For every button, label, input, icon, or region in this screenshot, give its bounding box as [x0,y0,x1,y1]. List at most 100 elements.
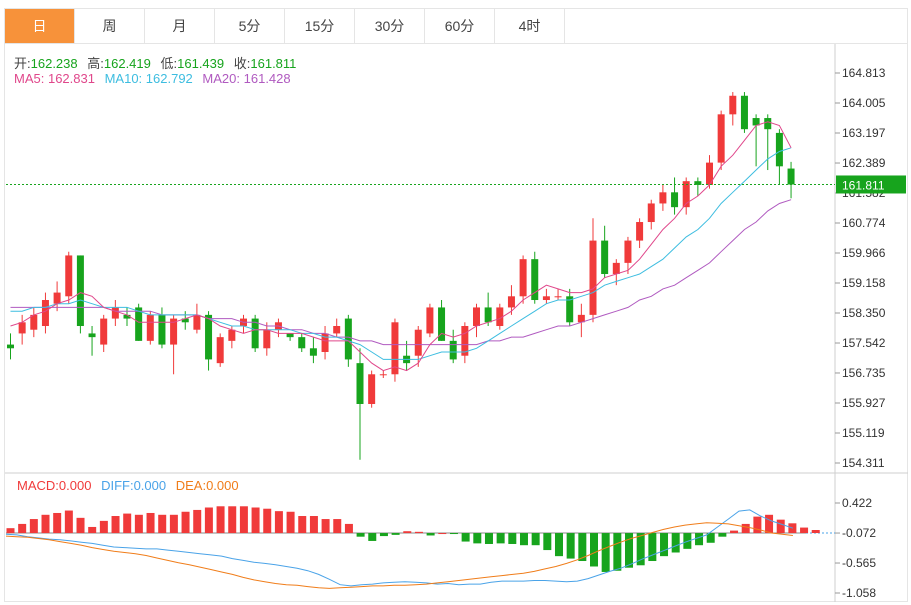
macd-histogram-bar [811,530,820,534]
macd-histogram-bar [251,507,260,534]
macd-histogram-bar [41,514,50,534]
candle-body [65,255,73,297]
macd-histogram-bar [18,523,27,534]
macd-histogram-bar [753,516,762,534]
macd-tick-label: -0.565 [842,556,876,570]
candle-body [7,344,14,349]
candle-body [41,300,49,327]
open-value: 162.238 [30,56,78,71]
high-label: 高:162.419 [87,56,151,71]
macd-histogram-bar [134,514,143,534]
tab-6[interactable]: 60分 [425,9,495,43]
price-tick-label: 154.311 [842,456,885,470]
candle-body [764,118,772,130]
ma20-info: MA20: 161.428 [202,71,291,86]
candle-body [88,333,96,338]
ma-info: MA5: 162.831 MA10: 162.792 MA20: 161.428 [14,71,297,86]
ohlc-info: 开:162.238 高:162.419 低:161.439 收:161.811 [14,53,302,72]
low-value: 161.439 [177,56,225,71]
candle-body [30,314,38,330]
candle-body [519,259,527,297]
macd-histogram-bar [414,531,423,534]
candle-body [76,255,84,327]
macd-histogram-bar [344,523,353,534]
macd-histogram-bar [239,506,248,534]
macd-histogram-bar [53,512,62,534]
macd-histogram-bar [99,520,108,534]
macd-histogram-bar [741,523,750,534]
macd-histogram-bar [671,533,680,553]
open-label: 开:162.238 [14,56,78,71]
candle-body [368,374,376,404]
macd-histogram-bar [76,517,85,534]
candle-body [438,307,446,341]
macd-tick-label: -1.058 [842,586,876,600]
macd-histogram-bar [578,533,587,562]
candle-body [333,326,341,334]
tab-7[interactable]: 4时 [495,9,565,43]
candle-body [111,307,119,319]
candle-body [216,337,224,364]
macd-histogram-bar [379,533,388,537]
macd-histogram-bar [484,533,493,544]
tab-2[interactable]: 月 [145,9,215,43]
price-tick-label: 163.197 [842,126,886,140]
macd-histogram-bar [566,533,575,559]
candle-body [356,363,364,404]
price-tick-label: 162.389 [842,156,886,170]
candle-body [694,181,702,185]
candle-body [671,192,679,208]
candle-body [414,329,422,356]
candle-body [589,240,597,315]
macd-histogram-bar [181,511,190,534]
candle-body [507,296,515,308]
tab-4[interactable]: 15分 [285,9,355,43]
macd-histogram-bar [473,533,482,544]
candle-body [729,95,737,115]
candle-body [577,314,585,323]
tab-1[interactable]: 周 [75,9,145,43]
macd-histogram-bar [193,509,202,534]
candle-body [379,374,387,376]
close-label: 收:161.811 [233,56,297,71]
candle-body [612,262,620,275]
macd-histogram-bar [309,516,318,534]
macd-histogram-bar [531,533,540,546]
macd-tick-label: 0.422 [842,496,872,510]
macd-histogram-bar [660,533,669,557]
ma10-info: MA10: 162.792 [104,71,193,86]
macd-histogram-bar [298,516,307,534]
macd-histogram-bar [88,526,97,534]
candle-body [146,314,154,341]
candle-body [647,203,655,223]
candle-body [309,348,317,356]
macd-histogram-bar [123,513,132,534]
candle-body [496,307,504,327]
candle-body [286,333,294,338]
candle-body [321,333,329,353]
macd-histogram-bar [718,533,727,537]
tab-0[interactable]: 日 [5,9,75,43]
candle-body [531,259,539,301]
price-tick-label: 156.735 [842,366,886,380]
candle-body [158,314,166,345]
close-value: 161.811 [250,56,297,71]
price-tick-label: 164.813 [842,66,886,80]
candle-body [682,181,690,208]
macd-histogram-bar [169,514,178,534]
candle-body [344,318,352,360]
macd-histogram-bar [321,519,330,534]
macd-histogram-bar [29,519,38,534]
macd-histogram-bar [648,533,657,562]
tab-3[interactable]: 5分 [215,9,285,43]
macd-histogram-bar [706,533,715,543]
candle-body [566,296,574,323]
macd-histogram-bar [6,528,15,534]
macd-histogram-bar [554,533,563,557]
tab-5[interactable]: 30分 [355,9,425,43]
candle-body [205,314,213,360]
macd-histogram-bar [543,533,552,551]
macd-histogram-bar [449,533,458,535]
macd-tick-label: -0.072 [842,526,876,540]
